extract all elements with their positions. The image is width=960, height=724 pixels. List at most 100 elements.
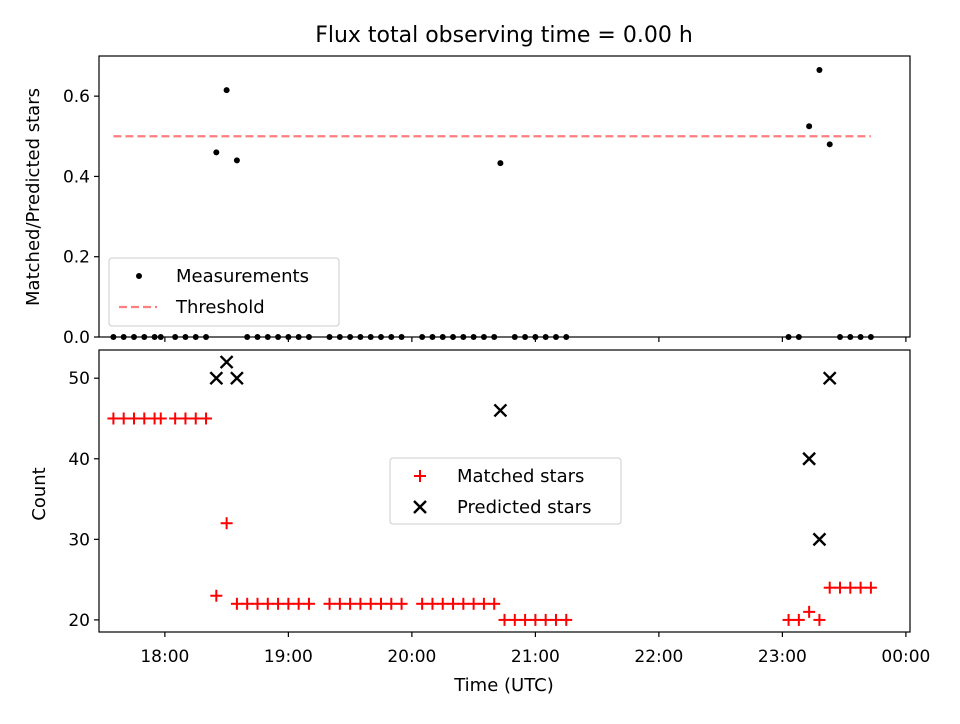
matched-star-point bbox=[823, 581, 836, 594]
matched-star-point bbox=[333, 597, 346, 610]
legend: Measurements Threshold bbox=[108, 257, 340, 327]
measurement-point bbox=[497, 160, 504, 167]
legend-frame bbox=[389, 457, 622, 525]
x-tick-label: 22:00 bbox=[634, 647, 683, 667]
y-tick-label: 0.0 bbox=[63, 328, 90, 348]
x-stroke-b bbox=[822, 371, 837, 386]
matched-star-point bbox=[467, 597, 480, 610]
x-stroke-b bbox=[209, 371, 224, 386]
x-stroke-b bbox=[493, 403, 508, 418]
matched-star-point bbox=[834, 581, 847, 594]
legend-label: Matched stars bbox=[457, 466, 584, 487]
predicted-star-point bbox=[812, 532, 827, 547]
matched-star-point bbox=[436, 597, 449, 610]
matched-star-point bbox=[154, 412, 167, 425]
matched-star-point bbox=[539, 613, 552, 626]
matched-star-point bbox=[323, 597, 336, 610]
panel-frame bbox=[98, 349, 911, 633]
matched-star-point bbox=[529, 613, 542, 626]
matched-star-point bbox=[282, 597, 295, 610]
matched-star-point bbox=[230, 597, 243, 610]
matched-star-point bbox=[792, 613, 805, 626]
matched-star-point bbox=[426, 597, 439, 610]
matched-star-point bbox=[241, 597, 254, 610]
matched-star-point bbox=[179, 412, 192, 425]
x-tick-label: 00:00 bbox=[881, 647, 930, 667]
x-stroke-b bbox=[802, 451, 816, 466]
matched-star-point bbox=[457, 597, 470, 610]
measurement-point bbox=[806, 123, 813, 130]
y-tick-label: 40 bbox=[68, 450, 90, 470]
legend-frame bbox=[108, 257, 340, 327]
matched-star-point bbox=[127, 412, 140, 425]
measurement-point bbox=[233, 157, 240, 164]
matched-star-point bbox=[813, 613, 826, 626]
matched-star-point bbox=[488, 597, 501, 610]
measurement-point bbox=[826, 141, 833, 148]
matched-star-point bbox=[560, 613, 573, 626]
legend-label: Threshold bbox=[175, 297, 265, 318]
matched-star-point bbox=[844, 581, 857, 594]
x-tick-label: 20:00 bbox=[387, 647, 436, 667]
matched-star-point bbox=[169, 412, 182, 425]
matched-star-point bbox=[210, 589, 223, 602]
panel-1: 0.0 0.2 0.4 0.6 Measurements Threshold bbox=[63, 55, 911, 348]
matched-star-point bbox=[447, 597, 460, 610]
predicted-star-point bbox=[493, 403, 508, 418]
legend: Matched stars Predicted stars bbox=[389, 457, 622, 525]
y-tick-label: 30 bbox=[68, 530, 90, 550]
predicted-star-point bbox=[230, 371, 244, 386]
x-stroke-b bbox=[219, 355, 234, 369]
matched-star-point bbox=[416, 597, 429, 610]
matched-star-point bbox=[189, 412, 202, 425]
matched-star-point bbox=[854, 581, 867, 594]
x-stroke-b bbox=[230, 371, 244, 386]
measurement-point bbox=[223, 87, 230, 94]
matched-star-point bbox=[549, 613, 562, 626]
matched-star-point bbox=[292, 597, 305, 610]
matched-star-point bbox=[354, 597, 367, 610]
matched-star-point bbox=[864, 581, 877, 594]
x-tick-label: 19:00 bbox=[264, 647, 313, 667]
x-axis-label: Time (UTC) bbox=[453, 675, 554, 696]
matched-star-point bbox=[117, 412, 130, 425]
legend-label: Predicted stars bbox=[457, 497, 591, 518]
matched-star-point bbox=[272, 597, 285, 610]
legend-dot-marker bbox=[136, 273, 142, 279]
matched-star-point bbox=[364, 597, 377, 610]
matched-star-point bbox=[261, 597, 274, 610]
measurement-point bbox=[213, 149, 220, 156]
predicted-star-point bbox=[209, 371, 224, 386]
matched-star-point bbox=[803, 605, 816, 618]
panel-2: 20 30 40 50 18:00 19:00 20:00 21:00 22:00 23:00 00… bbox=[68, 349, 930, 667]
legend-label: Measurements bbox=[176, 266, 309, 287]
x-stroke-b bbox=[812, 532, 827, 547]
bottom-y-axis-label: Count bbox=[29, 467, 50, 520]
y-tick-label: 20 bbox=[68, 611, 90, 631]
matched-star-point bbox=[107, 412, 120, 425]
y-tick-label: 0.6 bbox=[63, 87, 90, 107]
y-tick-label: 50 bbox=[68, 369, 90, 389]
chart-title: Flux total observing time = 0.00 h bbox=[315, 23, 693, 48]
y-tick-label: 0.4 bbox=[63, 167, 90, 187]
matched-star-point bbox=[519, 613, 532, 626]
matched-star-point bbox=[385, 597, 398, 610]
matched-star-point bbox=[508, 613, 521, 626]
top-y-axis-label: Matched/Predicted stars bbox=[23, 88, 44, 306]
matched-star-point bbox=[374, 597, 387, 610]
matched-star-point bbox=[395, 597, 408, 610]
matched-star-point bbox=[251, 597, 264, 610]
matched-star-point bbox=[138, 412, 151, 425]
x-tick-label: 21:00 bbox=[511, 647, 560, 667]
matched-star-point bbox=[344, 597, 357, 610]
matched-star-point bbox=[220, 517, 233, 530]
panel-frame bbox=[98, 55, 911, 338]
y-tick-label: 0.2 bbox=[63, 248, 90, 268]
matched-star-point bbox=[498, 613, 511, 626]
legend-x-b bbox=[413, 500, 427, 514]
x-tick-label: 23:00 bbox=[758, 647, 807, 667]
matched-star-point bbox=[477, 597, 490, 610]
measurement-point bbox=[816, 67, 823, 74]
